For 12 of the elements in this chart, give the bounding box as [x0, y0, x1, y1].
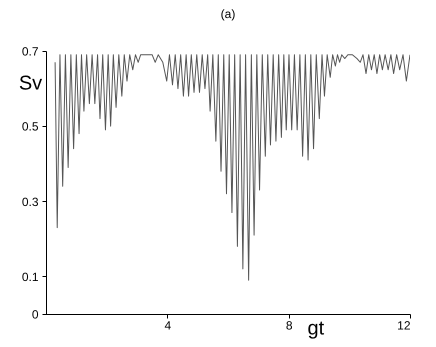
y-tick-label: 0 [32, 308, 39, 322]
line-series [54, 54, 410, 281]
y-axis-title: Sv [18, 72, 42, 94]
x-tick-label: 4 [164, 318, 172, 332]
x-tick-label: 8 [286, 318, 293, 332]
y-tick-label: 0.3 [22, 194, 39, 209]
y-tick-label: 0.7 [22, 44, 39, 58]
y-tick-label: 0.1 [22, 270, 39, 284]
x-axis-title: gt [308, 318, 325, 340]
x-tick-label: 12 [397, 318, 411, 332]
chart-title: (a) [220, 7, 236, 21]
y-tick-label: 0.5 [22, 120, 39, 134]
